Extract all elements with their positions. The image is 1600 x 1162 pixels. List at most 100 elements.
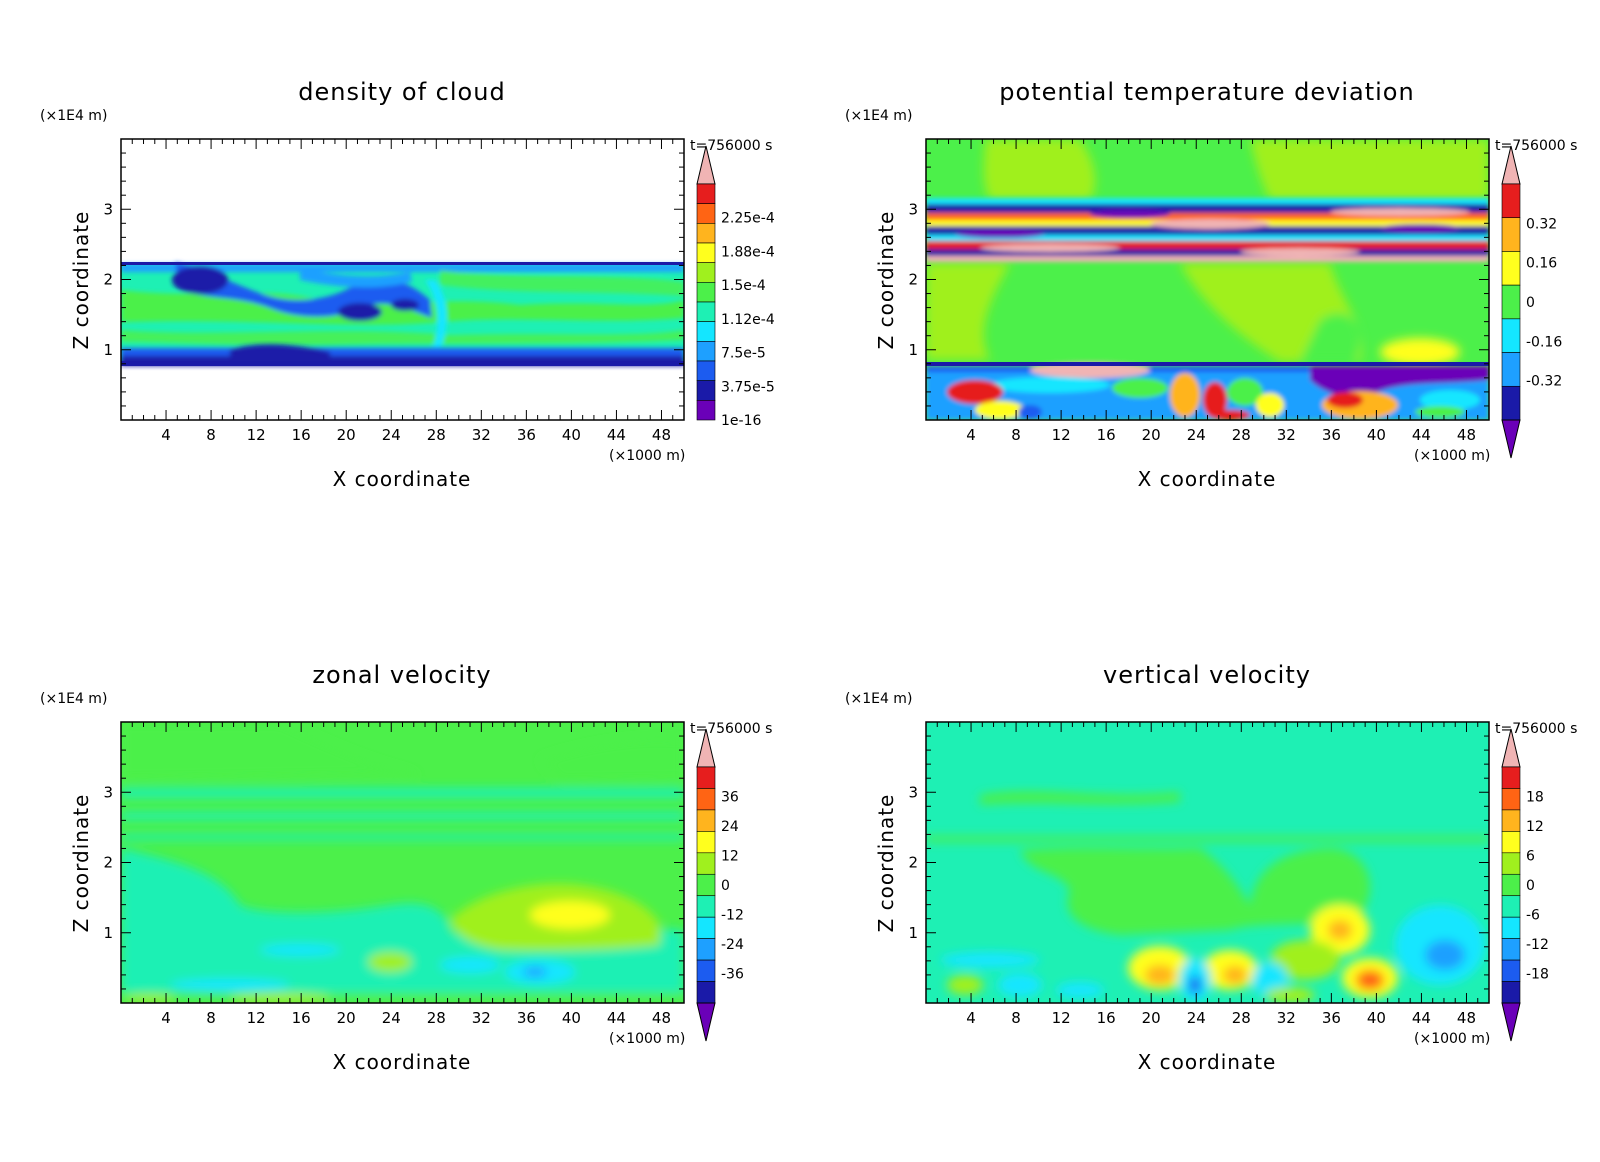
colorbar-cell xyxy=(1501,895,1521,918)
colorbar-cell xyxy=(1501,766,1521,789)
x-tick-label: 16 xyxy=(1097,426,1116,444)
y-tick-label: 2 xyxy=(103,854,113,872)
colorbar-cell xyxy=(1501,318,1521,353)
x-tick-label: 4 xyxy=(161,1009,171,1027)
colorbar-cell xyxy=(1501,852,1521,875)
y-tick-label: 3 xyxy=(103,200,113,218)
colorbar-cell xyxy=(1501,251,1521,286)
y-tick-label: 3 xyxy=(908,200,918,218)
plot-field xyxy=(121,139,684,420)
plot-field xyxy=(926,139,1489,420)
colorbar-cell xyxy=(1501,809,1521,832)
x-tick-label: 12 xyxy=(1052,426,1071,444)
y-unit-label: (×1E4 m) xyxy=(40,691,107,707)
colorbar: 36 24 12 0 -12 -24 -36 xyxy=(696,728,744,1042)
x-tick-label: 28 xyxy=(427,1009,446,1027)
x-tick-label: 24 xyxy=(382,426,401,444)
colorbar-label: 36 xyxy=(721,790,739,806)
colorbar-label: -24 xyxy=(721,937,744,953)
colorbar-cell xyxy=(1501,981,1521,1004)
x-tick-label: 24 xyxy=(382,1009,401,1027)
colorbar-cell xyxy=(1501,938,1521,961)
colorbar-cell xyxy=(1501,352,1521,387)
colorbar-cell xyxy=(696,766,716,789)
colorbar-cell xyxy=(696,183,716,204)
colorbar-cell xyxy=(696,809,716,832)
y-tick-label: 2 xyxy=(103,271,113,289)
time-label: t=756000 s xyxy=(1495,721,1577,737)
y-tick-label: 1 xyxy=(103,341,113,359)
colorbar-extend-bottom xyxy=(1501,1002,1521,1042)
x-tick-label: 16 xyxy=(292,426,311,444)
colorbar-label: -18 xyxy=(1526,967,1549,983)
colorbar-cell xyxy=(696,301,716,322)
y-unit-label: (×1E4 m) xyxy=(845,691,912,707)
colorbar-cell xyxy=(696,873,716,897)
colorbar-cell xyxy=(696,321,716,342)
time-label: t=756000 s xyxy=(690,721,772,737)
y-tick-label: 1 xyxy=(908,341,918,359)
x-tick-label: 48 xyxy=(1457,1009,1476,1027)
x-tick-label: 40 xyxy=(562,1009,581,1027)
x-tick-label: 32 xyxy=(472,426,491,444)
x-unit-label: (×1000 m) xyxy=(1414,448,1490,464)
x-tick-label: 36 xyxy=(517,1009,536,1027)
y-axis-label: Z coordinate xyxy=(69,794,93,933)
colorbar-label: 7.5e-5 xyxy=(721,346,766,362)
x-tick-label: 40 xyxy=(562,426,581,444)
colorbar-cell xyxy=(696,360,716,381)
panel-title: potential temperature deviation xyxy=(999,78,1414,106)
x-tick-label: 48 xyxy=(1457,426,1476,444)
colorbar-label: -12 xyxy=(1526,937,1549,953)
time-label: t=756000 s xyxy=(1495,138,1577,154)
colorbar-label: 3.75e-5 xyxy=(721,379,775,395)
panel-vertical-velocity: vertical velocity (×1E4 m) t=756000 s xyxy=(845,661,1577,1074)
x-tick-label: 4 xyxy=(966,426,976,444)
plot-field xyxy=(926,722,1489,1003)
colorbar-cell xyxy=(696,380,716,401)
x-tick-label: 20 xyxy=(1142,1009,1161,1027)
plot-field xyxy=(121,722,684,1003)
colorbar-label: 12 xyxy=(721,849,739,865)
colorbar-label: -0.32 xyxy=(1526,374,1562,390)
colorbar-cell xyxy=(1501,385,1521,421)
panel-title: vertical velocity xyxy=(1103,661,1311,689)
y-tick-label: 3 xyxy=(103,783,113,801)
x-tick-label: 28 xyxy=(427,426,446,444)
colorbar-label: 12 xyxy=(1526,819,1544,835)
colorbar: 2.25e-4 1.88e-4 1.5e-4 1.12e-4 7.5e-5 3.75e-5… xyxy=(696,145,775,429)
x-tick-label: 16 xyxy=(292,1009,311,1027)
x-tick-label: 28 xyxy=(1232,426,1251,444)
colorbar-cell xyxy=(696,895,716,918)
colorbar-label: -12 xyxy=(721,908,744,924)
y-tick-label: 2 xyxy=(908,271,918,289)
x-tick-label: 24 xyxy=(1187,426,1206,444)
y-tick-label: 3 xyxy=(908,783,918,801)
colorbar-cell xyxy=(696,223,716,244)
y-axis-label: Z coordinate xyxy=(874,211,898,350)
colorbar-extend-bottom xyxy=(696,1002,716,1042)
y-unit-label: (×1E4 m) xyxy=(845,108,912,124)
colorbar: 18 12 6 0 -6 -12 -18 xyxy=(1501,728,1549,1042)
panel-density-of-cloud: density of cloud (×1E4 m) t=756000 s xyxy=(40,78,775,491)
colorbar-label: 1.5e-4 xyxy=(721,278,766,294)
colorbar-cell xyxy=(696,242,716,263)
panel-title: density of cloud xyxy=(298,78,505,106)
x-axis-label: X coordinate xyxy=(1138,467,1277,491)
colorbar-cell xyxy=(696,400,716,421)
colorbar-label: 0 xyxy=(1526,295,1535,311)
colorbar-cell xyxy=(1501,217,1521,252)
colorbar-cell xyxy=(696,916,716,939)
colorbar-cell xyxy=(1501,284,1521,320)
x-tick-label: 32 xyxy=(1277,1009,1296,1027)
colorbar-label: -36 xyxy=(721,967,744,983)
x-tick-label: 32 xyxy=(472,1009,491,1027)
x-tick-label: 12 xyxy=(247,426,266,444)
colorbar-label: 2.25e-4 xyxy=(721,211,775,227)
colorbar-label: 0 xyxy=(1526,878,1535,894)
x-tick-label: 32 xyxy=(1277,426,1296,444)
x-tick-label: 8 xyxy=(206,1009,216,1027)
colorbar-cell xyxy=(1501,873,1521,897)
